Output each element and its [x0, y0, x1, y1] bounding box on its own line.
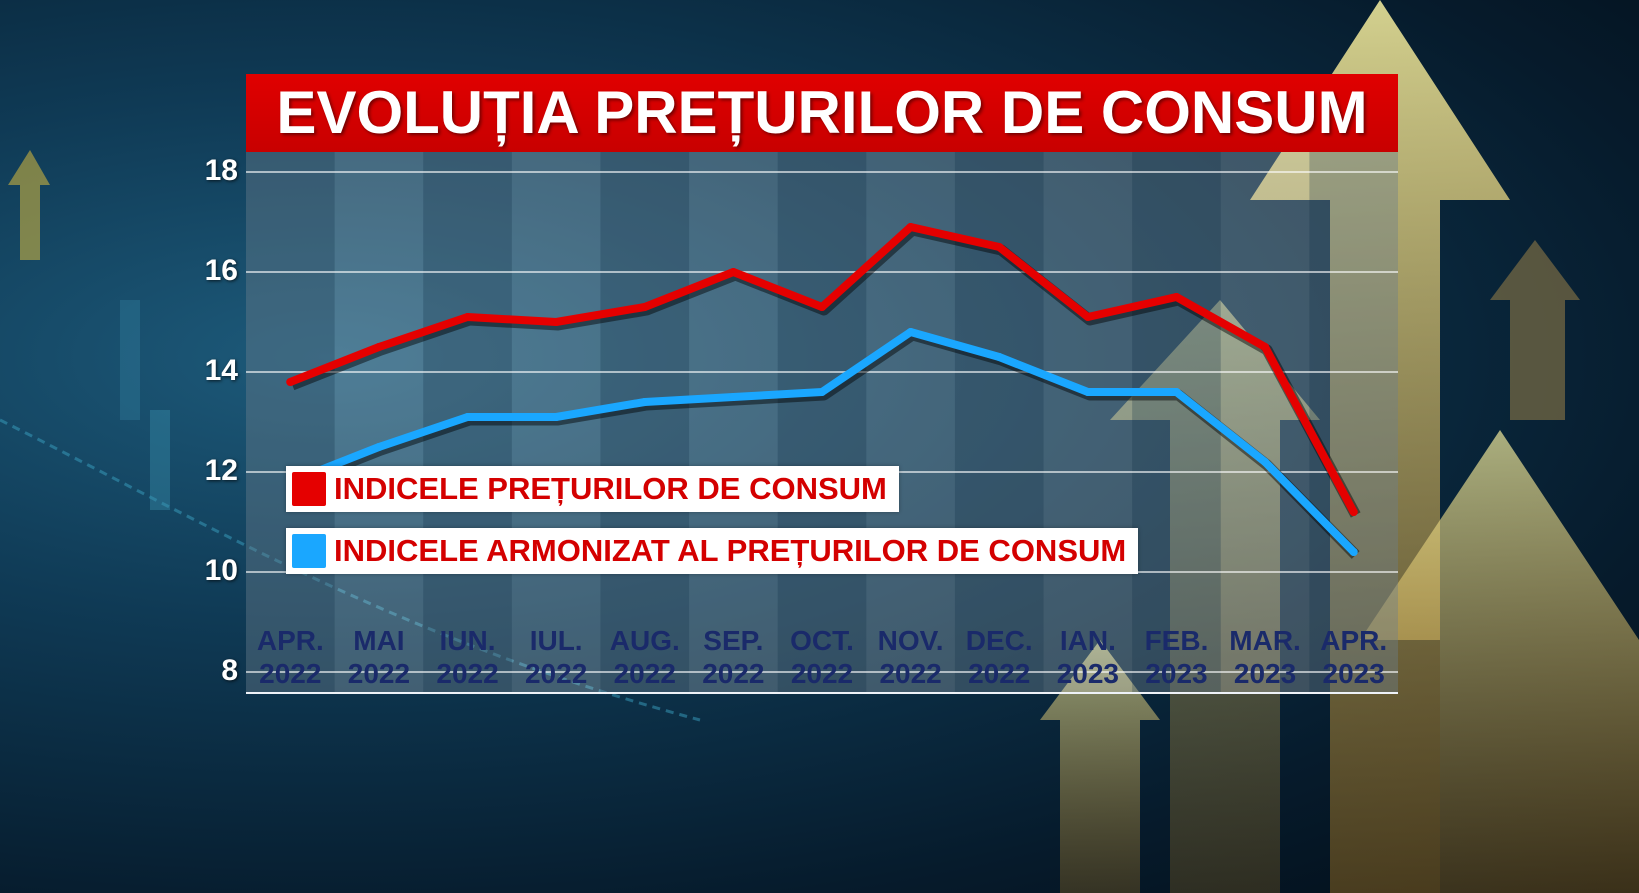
data-point	[640, 303, 649, 311]
data-point	[729, 268, 738, 276]
x-tick-label: IUL. 2022	[524, 625, 588, 689]
x-tick-label: IUN. 2022	[436, 625, 499, 689]
data-point	[640, 398, 649, 406]
x-tick-label: SEP. 2022	[702, 625, 765, 689]
x-tick-label: MAR. 2023	[1229, 625, 1301, 689]
x-tick-label: FEB. 2023	[1144, 625, 1209, 689]
x-tick-label: IAN. 2023	[1056, 625, 1119, 689]
y-tick-label: 18	[204, 154, 238, 187]
legend-item-hicp: INDICELE ARMONIZAT AL PREȚURILOR DE CONS…	[286, 528, 1139, 574]
data-point	[1172, 388, 1181, 396]
data-point	[1261, 343, 1270, 351]
data-point	[995, 353, 1004, 361]
data-point	[906, 328, 915, 336]
data-point	[374, 443, 383, 451]
data-point	[995, 243, 1004, 251]
y-tick-label: 12	[204, 454, 238, 487]
data-point	[374, 343, 383, 351]
data-point	[286, 378, 295, 386]
x-tick-label: DEC. 2022	[965, 625, 1033, 689]
column-band	[954, 152, 1044, 692]
data-point	[1261, 458, 1270, 466]
legend-label-cpi: INDICELE PREȚURILOR DE CONSUM	[334, 471, 887, 506]
column-band	[423, 152, 512, 692]
x-tick-label: OCT. 2022	[790, 625, 854, 689]
y-tick-label: 8	[221, 654, 238, 687]
x-tick-label: APR. 2023	[1320, 625, 1388, 689]
data-point	[552, 413, 561, 421]
column-band	[246, 152, 335, 692]
x-tick-label: NOV. 2022	[877, 625, 944, 689]
data-point	[463, 413, 472, 421]
data-point	[818, 388, 826, 396]
chart-plot	[246, 152, 1398, 694]
x-axis-band	[246, 692, 1398, 694]
plot-background	[246, 152, 1398, 692]
column-band	[777, 152, 867, 692]
chart-panel: EVOLUȚIA PREȚURILOR DE CONSUM	[246, 74, 1398, 694]
data-point	[463, 313, 472, 321]
legend-label-hicp: INDICELE ARMONIZAT AL PREȚURILOR DE CONS…	[334, 533, 1127, 568]
data-point	[552, 318, 561, 326]
x-tick-label: APR. 2022	[256, 625, 324, 689]
y-tick-label: 14	[204, 354, 238, 387]
column-band	[1132, 152, 1221, 692]
legend-swatch-cpi	[292, 472, 326, 506]
chart-title: EVOLUȚIA PREȚURILOR DE CONSUM	[246, 74, 1398, 152]
x-tick-label: AUG. 2022	[609, 625, 680, 689]
x-tick-label: MAI 2022	[347, 625, 411, 689]
data-point	[818, 303, 826, 311]
legend-swatch-hicp	[292, 534, 326, 568]
data-point	[906, 223, 915, 231]
column-band	[600, 152, 690, 692]
data-point	[1349, 508, 1358, 516]
data-point	[1172, 293, 1181, 301]
y-tick-label: 10	[204, 554, 238, 587]
data-point	[1349, 548, 1358, 556]
data-point	[729, 393, 738, 401]
legend-item-cpi: INDICELE PREȚURILOR DE CONSUM	[286, 466, 899, 512]
y-tick-label: 16	[204, 254, 238, 287]
column-band	[1309, 152, 1398, 692]
data-point	[1083, 313, 1092, 321]
data-point	[1083, 388, 1092, 396]
